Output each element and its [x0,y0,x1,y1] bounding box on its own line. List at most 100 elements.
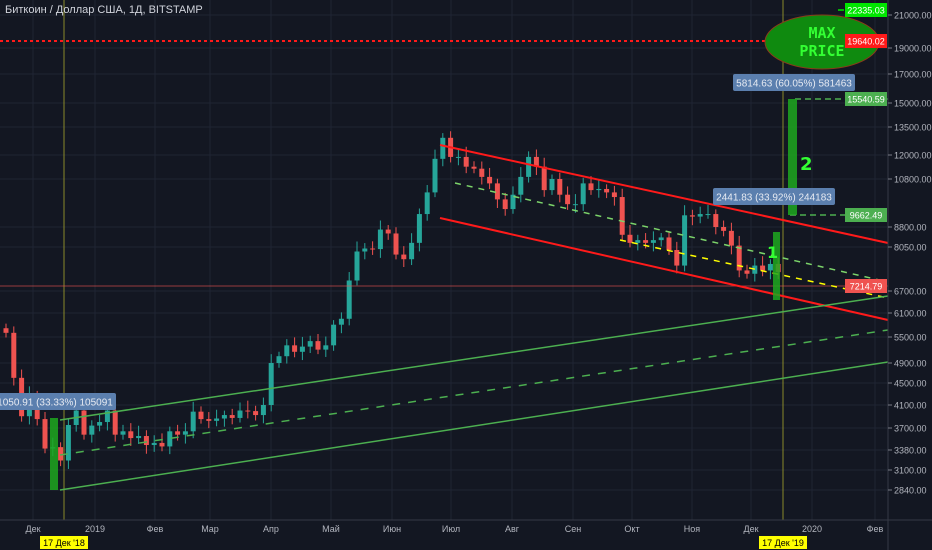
candle [276,351,282,368]
candle-body [3,328,9,333]
candle-body [674,249,680,266]
date-marker-bg [40,536,88,549]
candle-body [760,265,766,271]
candle-body [432,158,438,193]
candle-body [276,356,282,363]
time-tick-label: Май [322,524,340,534]
candle-body [81,410,87,435]
candle [565,186,571,210]
candle-body [463,156,469,167]
candle [596,179,602,198]
candle [362,243,368,260]
price-label-bg [845,34,887,48]
candle-body [206,419,212,421]
yellow-dashed-trendline [619,239,889,299]
candle-body [604,188,610,193]
candle [229,408,235,425]
candle-body [401,254,407,260]
candle-body [198,411,204,420]
candle [299,336,305,361]
price-label-bg [845,3,887,17]
candle-body [214,418,220,421]
price-axis [888,0,932,550]
candle [385,225,391,240]
candle-body [744,270,750,274]
price-label: 7214.79 [845,279,887,293]
red-channel-middle-dashed [454,182,889,283]
green-channel-bottom [59,361,889,491]
measure-label-bg [733,74,855,91]
candle-body [518,176,524,195]
candle-body [221,415,227,419]
chart-title: Биткоин / Доллар США, 1Д, BITSTAMP [5,4,203,16]
candle-body [175,431,181,435]
candle-body [307,341,313,347]
range-label-1: 1 [767,243,778,262]
green-channel-top [59,295,889,421]
date-marker-text: 17 Дек '18 [43,538,85,548]
time-tick-label: Апр [263,524,279,534]
price-tick-label: 3100.00 [894,466,927,476]
candle-body [502,199,508,210]
candle-body [128,431,134,439]
candle-body [323,345,329,350]
candle-body [682,215,688,266]
candle [221,410,227,427]
candle [650,231,656,252]
candle [557,172,563,203]
time-tick-label: Дек [743,524,758,534]
candle-body [510,194,516,210]
candle [432,149,438,198]
candle [752,258,758,282]
price-tick-label: 6700.00 [894,287,927,297]
candle [494,178,500,208]
price-tick-label: 19000.00 [894,44,932,54]
candle [440,133,446,167]
candle-body [136,436,142,439]
candle-body [292,345,298,352]
candle-body [97,422,103,426]
price-label-text: 22335.03 [847,6,885,16]
time-tick-label: Мар [201,524,219,534]
candle-body [596,188,602,191]
candle-body [409,242,415,260]
max-price-text-line1: MAX [808,24,835,42]
price-tick-label: 15000.00 [894,99,932,109]
candle-body [362,248,368,252]
date-marker-bg [759,536,807,549]
candle-body [299,346,305,352]
candle [697,206,703,224]
measure-label-1: 1050.91 (33.33%) 105091 [0,393,116,410]
price-tick-label: 3380.00 [894,446,927,456]
candle [338,312,344,334]
price-label-text: 7214.79 [850,282,883,292]
price-tick-label: 8050.00 [894,243,927,253]
candle [214,409,220,427]
candle [323,336,329,357]
candle-body [666,237,672,250]
candle-body [104,410,110,423]
candle [198,406,204,424]
candle [736,235,742,278]
candle [268,354,274,412]
candle [151,435,157,452]
candle [479,161,485,185]
price-label: 9662.49 [845,208,887,222]
candle [260,397,266,424]
price-tick-label: 4500.00 [894,379,927,389]
candle-body [767,263,773,271]
measure-label-text: 2441.83 (33.92%) 244183 [716,193,832,204]
candle-body [120,431,126,435]
date-marker-label: 17 Дек '18 [40,536,88,549]
time-tick-label: Дек [25,524,40,534]
candle-body [65,424,71,461]
date-marker-label: 17 Дек '19 [759,536,807,549]
candle-body [533,156,539,167]
candle-body [11,332,17,378]
candle-body [736,245,742,271]
measure-label-3: 5814.63 (60.05%) 581463 [733,74,855,91]
candle [533,149,539,176]
max-price-text-line2: PRICE [799,42,844,60]
candle-body [42,419,48,449]
